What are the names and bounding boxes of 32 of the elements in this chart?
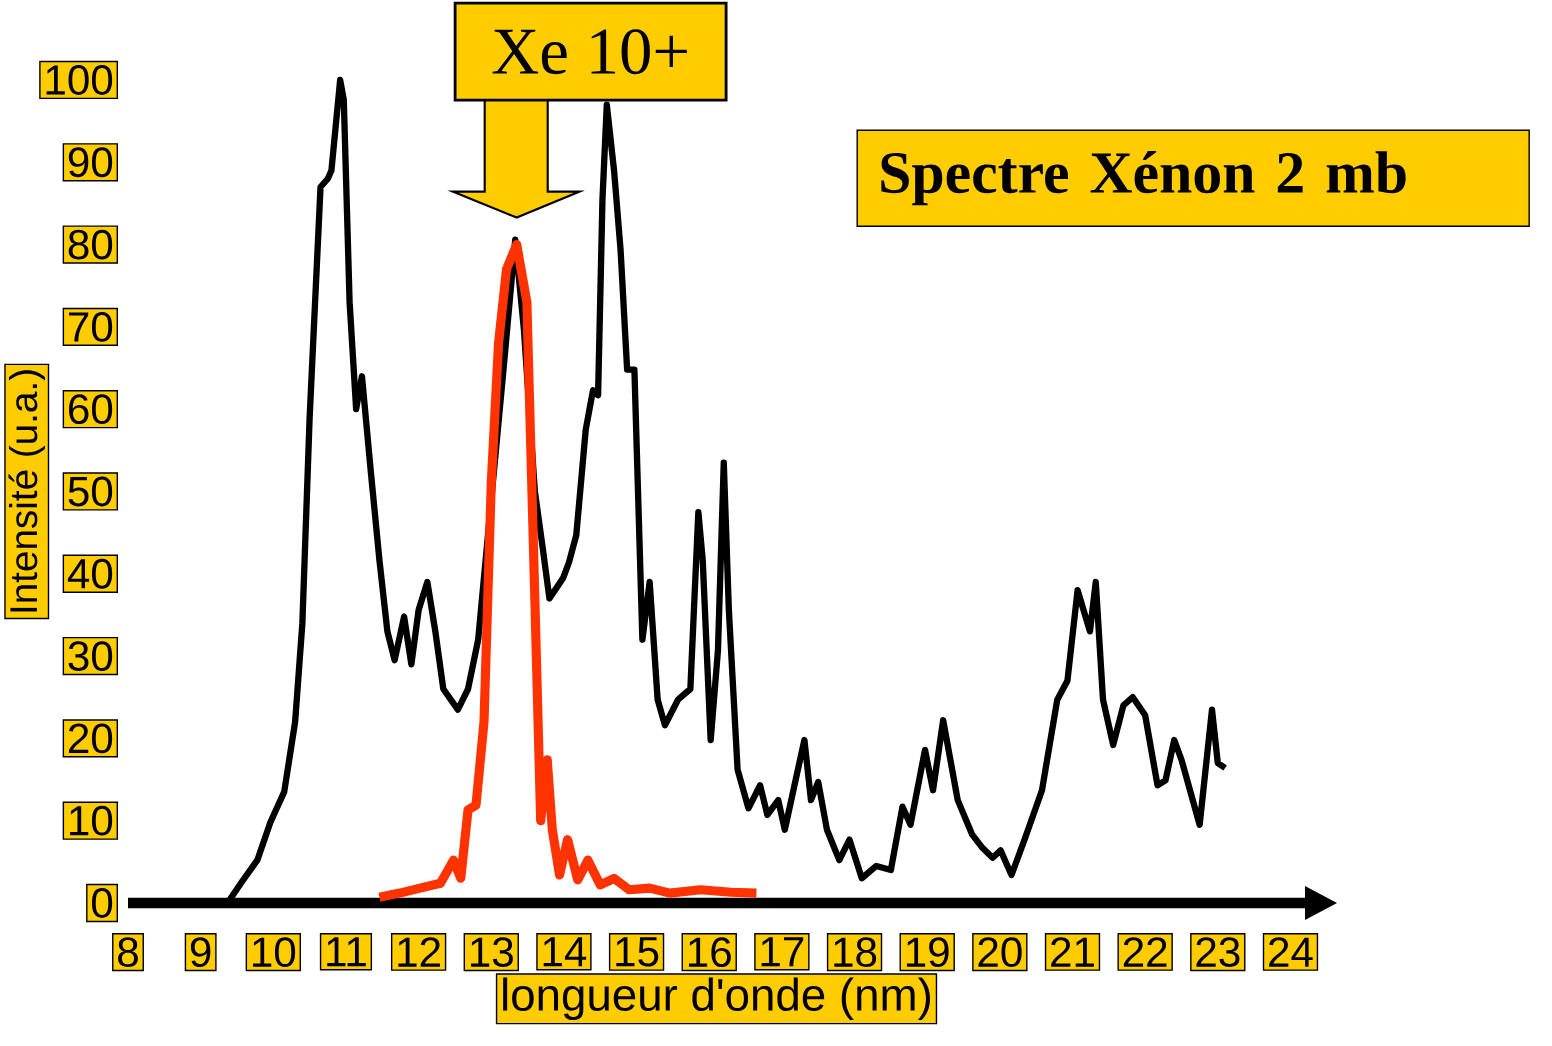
y-axis-title: Intensité (u.a.)	[8, 370, 45, 612]
x-tick-label: 11	[327, 937, 366, 967]
y-tick-label: 0	[91, 888, 113, 918]
y-tick-label: 60	[69, 394, 113, 425]
x-tick-label: 12	[398, 937, 440, 967]
y-tick-label: 90	[68, 147, 113, 178]
x-tick-label: 14	[543, 937, 587, 967]
x-tick-label: 13	[471, 937, 513, 968]
x-tick-label: 15	[616, 937, 659, 967]
text: Spectre Xénon 2 mb	[881, 151, 1406, 206]
x-tick-label: 8	[118, 937, 138, 968]
x-axis-title: longueur d'onde (nm)	[503, 977, 931, 1021]
y-tick-label: 70	[69, 311, 113, 342]
x-tick-label: 22	[1123, 937, 1167, 967]
x-tick-label: 23	[1196, 937, 1240, 968]
x-tick-label: 24	[1269, 937, 1313, 967]
y-tick-label: 10	[70, 805, 113, 836]
y-tick-label: 20	[68, 723, 113, 754]
x-tick-label: 21	[1051, 937, 1094, 967]
x-tick-label: 16	[688, 937, 731, 968]
y-tick-label: 40	[67, 558, 113, 589]
x-tick-label: 9	[190, 937, 211, 968]
x-tick-label: 18	[834, 937, 877, 968]
y-tick-label: 80	[68, 229, 113, 260]
x-tick-label: 20	[978, 937, 1022, 968]
x-tick-label: 17	[761, 937, 804, 967]
y-tick-label: 100	[46, 65, 113, 95]
y-tick-label: 50	[68, 476, 113, 507]
x-tick-label: 19	[906, 937, 949, 968]
annotation: Xe 10+	[492, 29, 687, 75]
x-tick-label: 10	[253, 937, 296, 968]
y-tick-label: 30	[68, 641, 113, 671]
